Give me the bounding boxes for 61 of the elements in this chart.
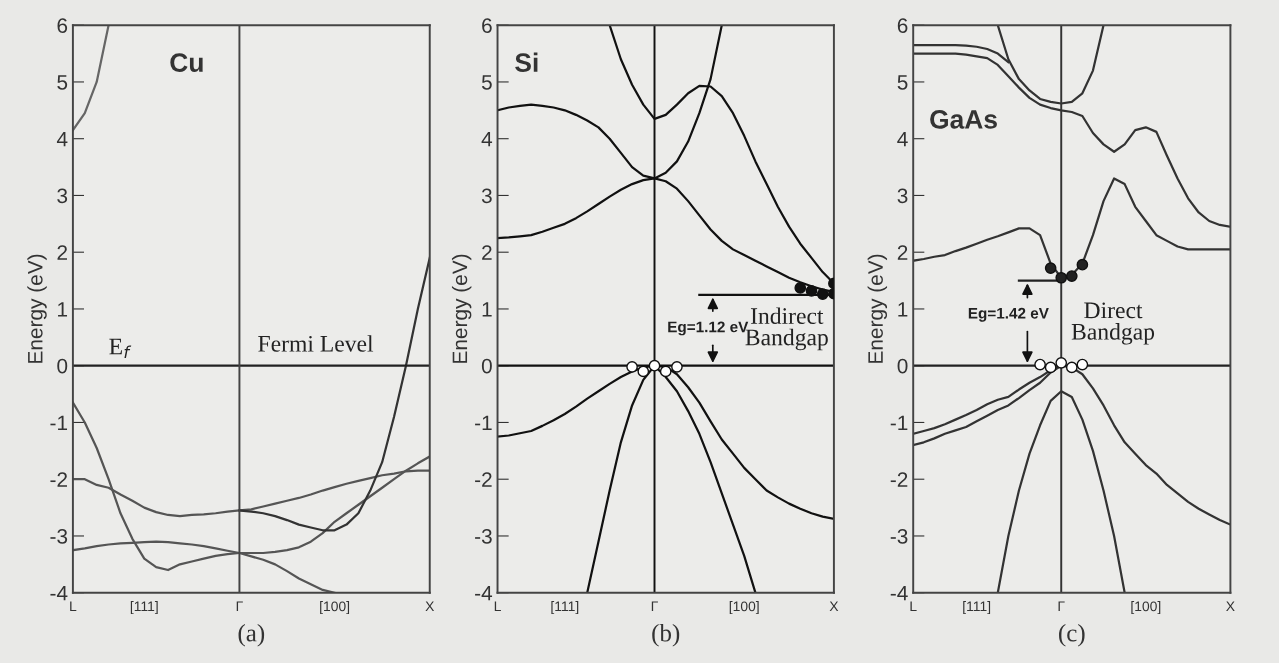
y-tick-label: -2	[50, 472, 67, 487]
y-tick-label: 4	[897, 131, 908, 147]
y-tick-label: -4	[890, 585, 908, 601]
x-tick-label: L	[494, 601, 501, 612]
x-tick-label: [100]	[729, 601, 759, 614]
annotation: Eg=1.42 eV	[968, 307, 1049, 322]
annotation: E$_{f}$	[109, 338, 132, 359]
y-tick-label: -2	[890, 472, 908, 487]
y-tick-label: -1	[475, 415, 492, 431]
y-tick-label: -1	[890, 415, 908, 431]
y-axis-title: Energy (eV)	[867, 254, 888, 363]
text: (a)	[238, 623, 265, 647]
y-tick-label: 1	[482, 302, 492, 317]
text: GaAs	[930, 110, 997, 129]
text: Si	[515, 52, 538, 72]
y-tick-label: 3	[481, 188, 492, 204]
y-tick-label: 2	[482, 245, 492, 260]
x-tick-label: X	[425, 601, 435, 612]
annotation: Fermi Level	[258, 335, 374, 352]
x-tick-label: [111]	[551, 601, 579, 614]
text: (b)	[652, 623, 680, 647]
y-tick-label: -3	[890, 528, 908, 544]
x-tick-label: [111]	[130, 601, 158, 614]
x-tick-label: L	[910, 601, 917, 612]
x-tick-label: [100]	[1131, 601, 1161, 614]
x-tick-label: X	[1226, 601, 1235, 612]
x-tick-label: [111]	[963, 601, 991, 614]
x-tick-label: Γ	[1058, 601, 1065, 612]
x-tick-label: X	[829, 601, 839, 612]
y-tick-label: -4	[475, 585, 493, 601]
y-tick-label: -3	[475, 528, 492, 544]
y-axis-title: Energy (eV)	[27, 254, 47, 363]
y-tick-label: 6	[57, 18, 68, 33]
x-tick-label: Γ	[236, 601, 243, 612]
y-tick-label: 1	[898, 302, 908, 317]
y-tick-label: 4	[481, 131, 493, 147]
y-tick-label: 3	[57, 188, 68, 204]
y-tick-label: -1	[50, 415, 68, 431]
y-tick-label: 5	[57, 75, 68, 90]
text: (c)	[1059, 623, 1085, 647]
y-tick-label: 6	[482, 18, 492, 33]
y-tick-label: 2	[897, 245, 908, 260]
y-tick-label: -4	[50, 585, 68, 601]
y-tick-label: 6	[897, 18, 908, 33]
text: Cu	[170, 53, 203, 72]
y-tick-label: 0	[897, 358, 908, 374]
y-tick-label: 0	[57, 358, 68, 374]
y-tick-label: -3	[50, 528, 68, 544]
y-tick-label: 5	[481, 75, 492, 90]
x-tick-label: [100]	[320, 601, 350, 614]
x-tick-label: L	[70, 601, 77, 612]
annotation: Direct Bandgap	[1071, 302, 1155, 345]
y-tick-label: 1	[58, 302, 68, 317]
x-tick-label: Γ	[651, 601, 658, 612]
y-tick-label: -2	[475, 472, 492, 487]
y-tick-label: 2	[57, 245, 67, 260]
y-tick-label: 0	[481, 358, 492, 374]
y-axis-title: Energy (eV)	[451, 254, 472, 363]
y-tick-label: 3	[897, 188, 908, 204]
y-tick-label: 5	[897, 75, 908, 90]
y-tick-label: 4	[56, 131, 68, 147]
